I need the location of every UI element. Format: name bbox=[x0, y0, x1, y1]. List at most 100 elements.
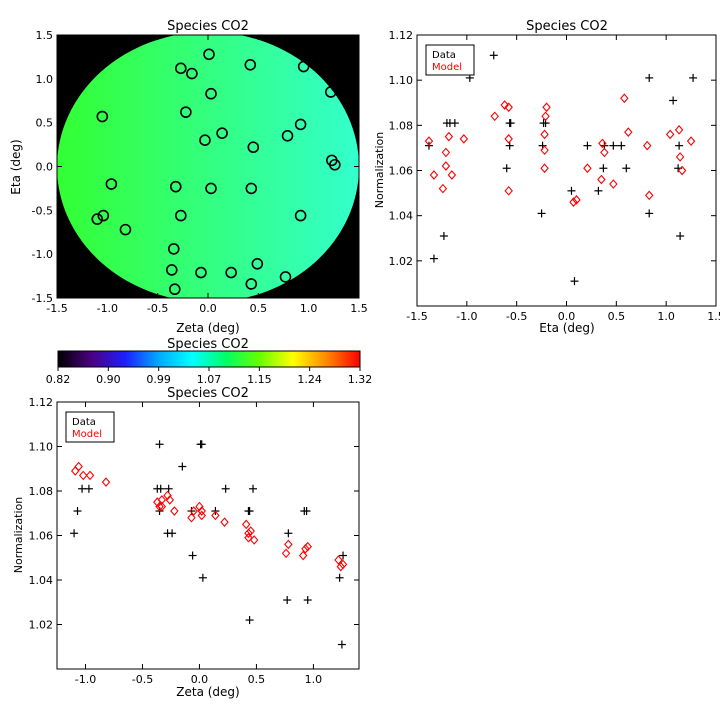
model-point bbox=[598, 138, 607, 149]
map-point bbox=[297, 60, 310, 73]
eta-legend-data: Data bbox=[432, 50, 456, 61]
x-tick-label: 1.0 bbox=[300, 302, 318, 315]
zeta-x-ticks: -1.0 -0.5 0.0 0.5 1.0 bbox=[75, 402, 322, 686]
colorbar-tick-label: 1.24 bbox=[297, 373, 322, 386]
data-point bbox=[73, 507, 82, 516]
zeta-points bbox=[70, 418, 348, 649]
x-tick-label: 0.0 bbox=[558, 310, 576, 323]
data-point bbox=[439, 231, 448, 240]
zeta-legend-data: Data bbox=[72, 417, 96, 428]
x-tick-label: -0.5 bbox=[506, 310, 527, 323]
x-tick-label: 0.5 bbox=[250, 302, 268, 315]
x-tick-label: 1.0 bbox=[305, 673, 323, 686]
model-point bbox=[281, 548, 291, 559]
map-point bbox=[205, 87, 217, 100]
colorbar-tick-label: 0.90 bbox=[96, 373, 121, 386]
model-point bbox=[249, 535, 259, 545]
map-point bbox=[225, 266, 237, 279]
model-point bbox=[429, 170, 439, 180]
data-point bbox=[245, 507, 254, 516]
x-tick-label: -0.5 bbox=[132, 673, 153, 686]
model-point bbox=[447, 170, 457, 180]
model-point bbox=[241, 519, 251, 530]
data-point bbox=[155, 440, 164, 449]
model-point bbox=[424, 136, 434, 146]
model-point bbox=[459, 134, 469, 144]
model-point bbox=[284, 539, 293, 550]
data-point bbox=[70, 529, 79, 538]
data-point bbox=[675, 141, 684, 150]
map-point bbox=[247, 141, 260, 154]
map-point bbox=[175, 62, 187, 75]
data-point bbox=[676, 231, 685, 240]
data-point bbox=[645, 209, 654, 218]
map-points bbox=[91, 48, 341, 296]
y-tick-label: 1.04 bbox=[389, 210, 414, 223]
zeta-legend-box bbox=[65, 411, 115, 443]
x-tick-label: 0.0 bbox=[199, 302, 217, 315]
y-tick-label: 0.0 bbox=[36, 161, 54, 174]
map-x-ticks: -1.5 -1.0 -0.5 0.0 0.5 1.0 1.5 bbox=[46, 35, 368, 315]
data-point bbox=[197, 440, 206, 449]
x-tick-label: 0.5 bbox=[608, 310, 626, 323]
data-point bbox=[178, 462, 187, 471]
zeta-frame bbox=[56, 401, 360, 670]
model-point bbox=[540, 163, 549, 174]
y-tick-label: 1.10 bbox=[29, 441, 54, 454]
eta-points bbox=[424, 51, 698, 286]
map-point bbox=[244, 59, 257, 71]
zeta-y-label: Normalization bbox=[12, 497, 25, 573]
eta-y-ticks: 1.02 1.04 1.06 1.08 1.10 1.12 bbox=[389, 29, 716, 268]
x-tick-label: 1.5 bbox=[707, 310, 720, 323]
panel-map: Species CO2 -1.5 -1.0 -0.5 0.0 0.5 1.0 1.5 -1.… bbox=[9, 19, 368, 335]
model-point bbox=[542, 102, 551, 113]
map-point bbox=[216, 127, 228, 139]
x-tick-label: 1.5 bbox=[350, 302, 368, 315]
map-point bbox=[294, 209, 307, 222]
model-point bbox=[244, 532, 253, 543]
y-tick-label: 1.04 bbox=[29, 574, 54, 587]
data-point bbox=[594, 186, 603, 195]
data-point bbox=[450, 119, 459, 128]
data-point bbox=[502, 164, 511, 173]
model-point bbox=[74, 461, 83, 472]
map-point bbox=[245, 182, 258, 195]
panel-zeta: Species CO2 -1.0 -0.5 0.0 0.5 1.0 1.021.041.… bbox=[12, 386, 360, 699]
x-tick-label: 1.0 bbox=[657, 310, 675, 323]
map-point bbox=[279, 271, 292, 283]
y-tick-label: -1.5 bbox=[32, 292, 53, 305]
data-point bbox=[669, 96, 678, 105]
model-point bbox=[541, 111, 550, 122]
model-point bbox=[441, 147, 451, 158]
x-tick-label: 0.0 bbox=[191, 673, 209, 686]
eta-title: Species CO2 bbox=[526, 19, 608, 34]
model-point bbox=[540, 145, 549, 156]
map-x-label: Zeta (deg) bbox=[176, 321, 239, 335]
colorbar-tick-label: 1.07 bbox=[197, 373, 222, 386]
eta-y-label: Normalization bbox=[373, 132, 386, 208]
zeta-title: Species CO2 bbox=[167, 386, 249, 401]
map-point bbox=[251, 258, 264, 270]
data-point bbox=[645, 73, 654, 82]
map-point bbox=[203, 48, 215, 61]
zeta-x-label: Zeta (deg) bbox=[176, 685, 239, 699]
zeta-legend: Data Model bbox=[65, 411, 115, 443]
colorbar-tick-label: 1.15 bbox=[247, 373, 272, 386]
model-point bbox=[665, 129, 675, 140]
map-point bbox=[168, 283, 181, 296]
eta-x-label: Eta (deg) bbox=[539, 321, 594, 335]
data-point bbox=[599, 164, 608, 173]
model-point bbox=[583, 163, 592, 174]
data-point bbox=[489, 51, 498, 60]
y-tick-label: -1.0 bbox=[32, 248, 53, 261]
map-point bbox=[205, 182, 217, 195]
map-point bbox=[97, 209, 110, 222]
y-tick-label: 1.02 bbox=[389, 255, 414, 268]
data-point bbox=[221, 484, 230, 493]
map-point bbox=[91, 213, 104, 225]
data-point bbox=[339, 551, 348, 560]
model-point bbox=[597, 174, 606, 185]
model-point bbox=[609, 179, 618, 189]
model-point bbox=[163, 490, 172, 501]
model-point bbox=[303, 541, 312, 552]
